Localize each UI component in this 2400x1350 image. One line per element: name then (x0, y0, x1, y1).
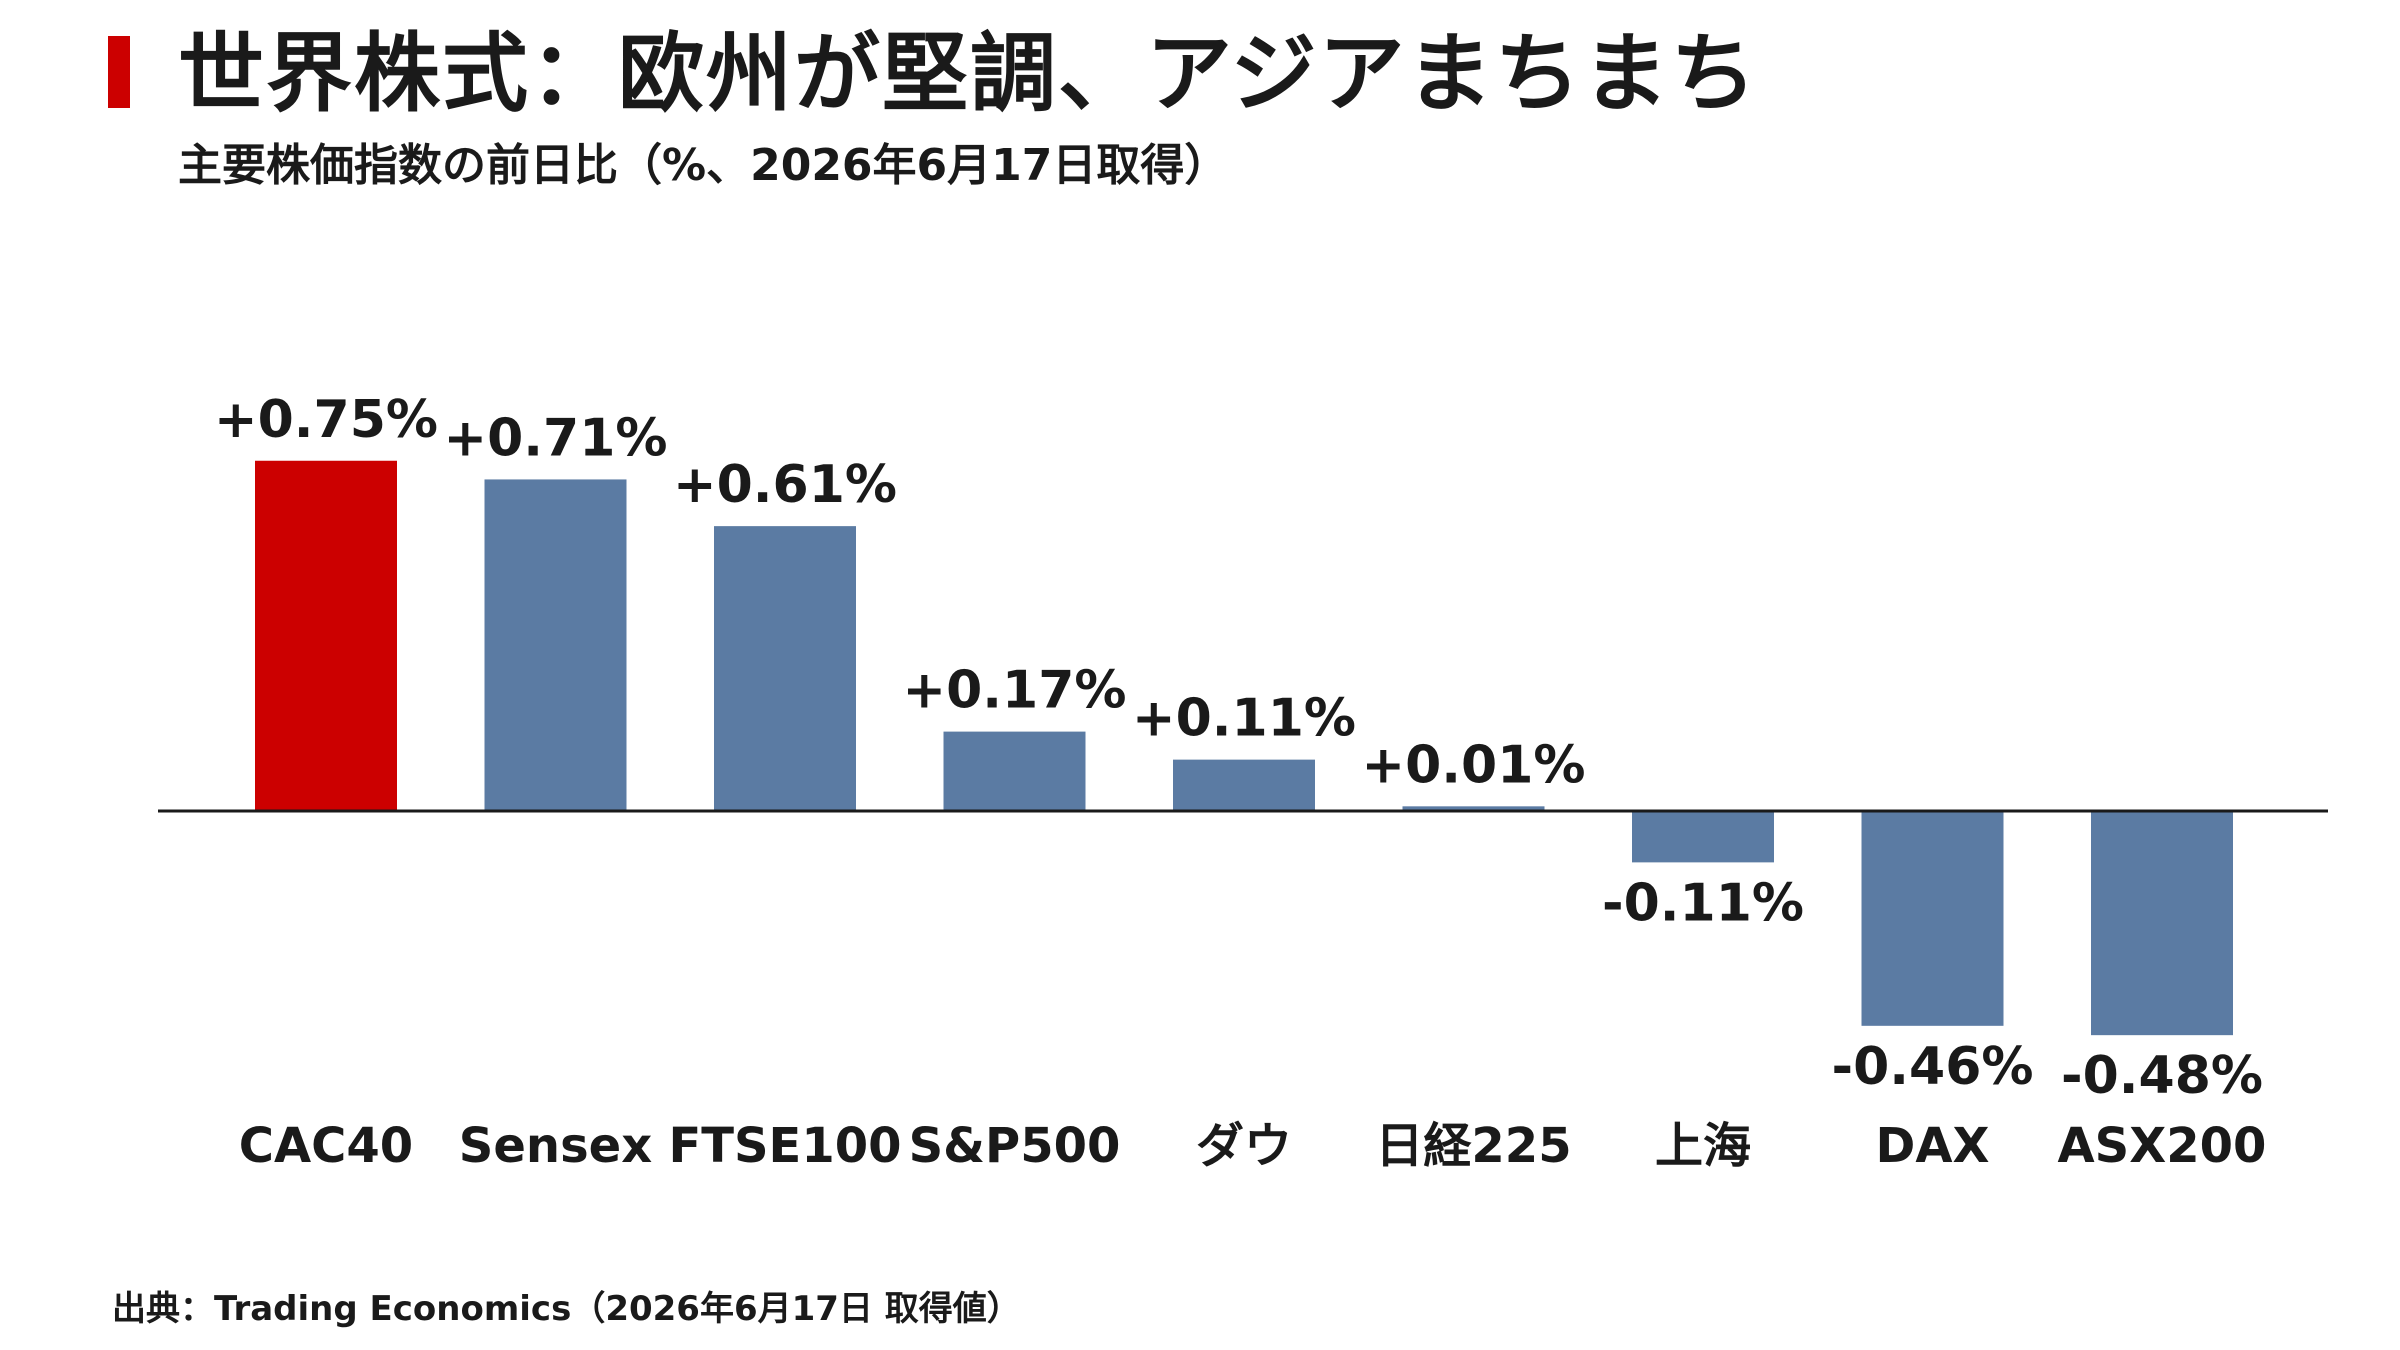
bar-Sensex (484, 479, 627, 811)
category-label-Sensex: Sensex (459, 1118, 652, 1174)
category-label-CAC40: CAC40 (239, 1118, 413, 1174)
category-label-上海: 上海 (1655, 1118, 1751, 1174)
data-label-ダウ: +0.11% (1132, 689, 1356, 749)
data-label-DAX: -0.46% (1832, 1037, 2034, 1097)
data-label-CAC40: +0.75% (214, 390, 438, 450)
bar-上海 (1632, 811, 1774, 863)
data-label-ASX200: -0.48% (2061, 1046, 2263, 1106)
bar-FTSE100 (714, 526, 856, 811)
data-label-Sensex: +0.71% (444, 408, 668, 468)
category-label-DAX: DAX (1876, 1118, 1990, 1174)
bar-日経225 (1402, 806, 1545, 811)
bar-ダウ (1173, 759, 1315, 811)
category-label-ダウ: ダウ (1196, 1118, 1292, 1174)
chart-title: 世界株式：欧州が堅調、アジアまちまち (178, 24, 1759, 124)
data-label-日経225: +0.01% (1362, 735, 1586, 795)
bar-DAX (1861, 811, 2004, 1026)
data-label-上海: -0.11% (1602, 873, 1804, 933)
title-accent-bar (108, 36, 130, 108)
source-note: 出典：Trading Economics（2026年6月17日 取得値） (112, 1289, 1021, 1329)
category-label-FTSE100: FTSE100 (668, 1118, 901, 1174)
bar-S&P500 (943, 731, 1086, 811)
category-label-ASX200: ASX200 (2058, 1118, 2267, 1174)
data-label-FTSE100: +0.61% (673, 455, 897, 515)
bar-CAC40 (255, 460, 397, 811)
bar-ASX200 (2091, 811, 2233, 1036)
category-label-S&P500: S&P500 (909, 1118, 1121, 1174)
category-label-日経225: 日経225 (1375, 1118, 1571, 1174)
data-label-S&P500: +0.17% (903, 661, 1127, 721)
chart-subtitle: 主要株価指数の前日比（%、2026年6月17日取得） (178, 140, 1229, 191)
